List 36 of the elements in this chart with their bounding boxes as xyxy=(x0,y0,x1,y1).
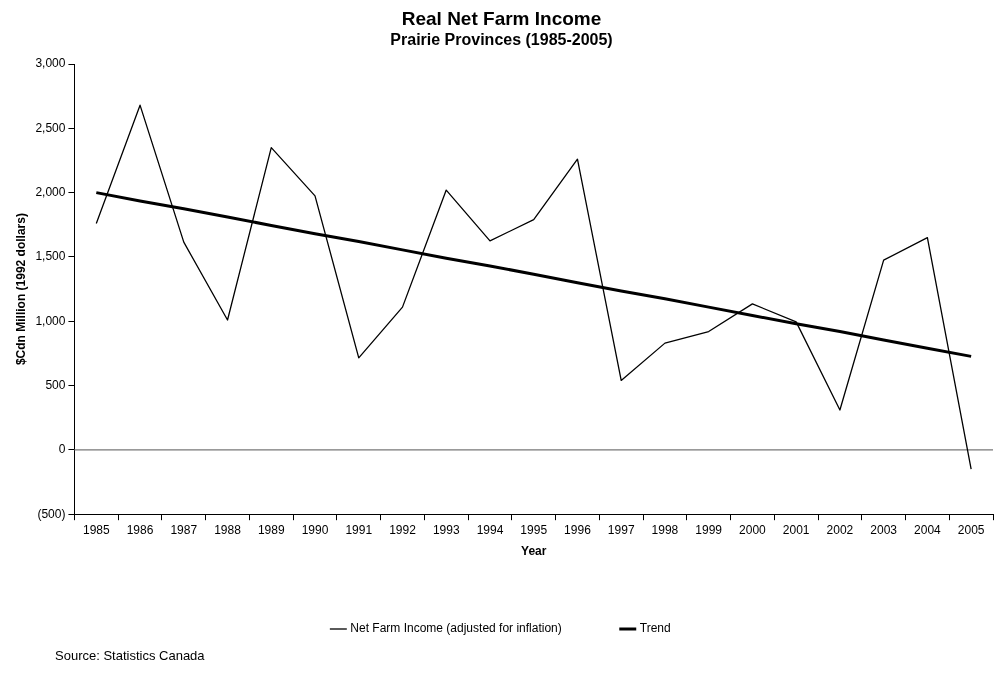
y-tick-label: (500) xyxy=(37,506,66,521)
x-tick-label: 2000 xyxy=(739,522,767,537)
x-tick-label: 1996 xyxy=(564,522,592,537)
x-tick-label: 1995 xyxy=(520,522,548,537)
x-tick-label: 1989 xyxy=(257,522,285,537)
x-tick-label: 2002 xyxy=(826,522,854,537)
y-axis-title: $Cdn Million (1992 dollars) xyxy=(13,213,28,366)
x-tick-label: 1985 xyxy=(82,522,110,537)
x-tick-label: 1999 xyxy=(695,522,723,537)
y-tick-label: 500 xyxy=(45,377,66,392)
chart-subtitle: Prairie Provinces (1985-2005) xyxy=(390,30,613,48)
source-note: Source: Statistics Canada xyxy=(55,648,205,663)
chart-title: Real Net Farm Income xyxy=(401,7,602,29)
x-tick-label: 1994 xyxy=(476,522,504,537)
x-tick-label: 1997 xyxy=(607,522,635,537)
y-tick-label: 2,000 xyxy=(35,184,66,199)
y-tick-label: 1,000 xyxy=(35,313,66,328)
x-tick-label: 1990 xyxy=(301,522,329,537)
x-tick-label: 1987 xyxy=(170,522,198,537)
x-tick-label: 2003 xyxy=(870,522,898,537)
x-tick-label: 1991 xyxy=(345,522,373,537)
y-tick-label: 1,500 xyxy=(35,249,66,264)
x-tick-label: 1988 xyxy=(214,522,242,537)
y-tick-label: 0 xyxy=(58,442,66,457)
x-tick-label: 1993 xyxy=(432,522,460,537)
y-tick-label: 3,000 xyxy=(35,56,66,71)
x-tick-label: 2004 xyxy=(914,522,942,537)
legend-label: Trend xyxy=(639,621,671,636)
x-tick-label: 1992 xyxy=(389,522,417,537)
x-tick-label: 2005 xyxy=(957,522,985,537)
x-tick-label: 1998 xyxy=(651,522,679,537)
x-tick-label: 1986 xyxy=(126,522,154,537)
y-tick-label: 2,500 xyxy=(35,120,66,135)
x-axis-title: Year xyxy=(521,544,547,559)
x-tick-label: 2001 xyxy=(782,522,810,537)
legend-label: Net Farm Income (adjusted for inflation) xyxy=(350,621,562,636)
